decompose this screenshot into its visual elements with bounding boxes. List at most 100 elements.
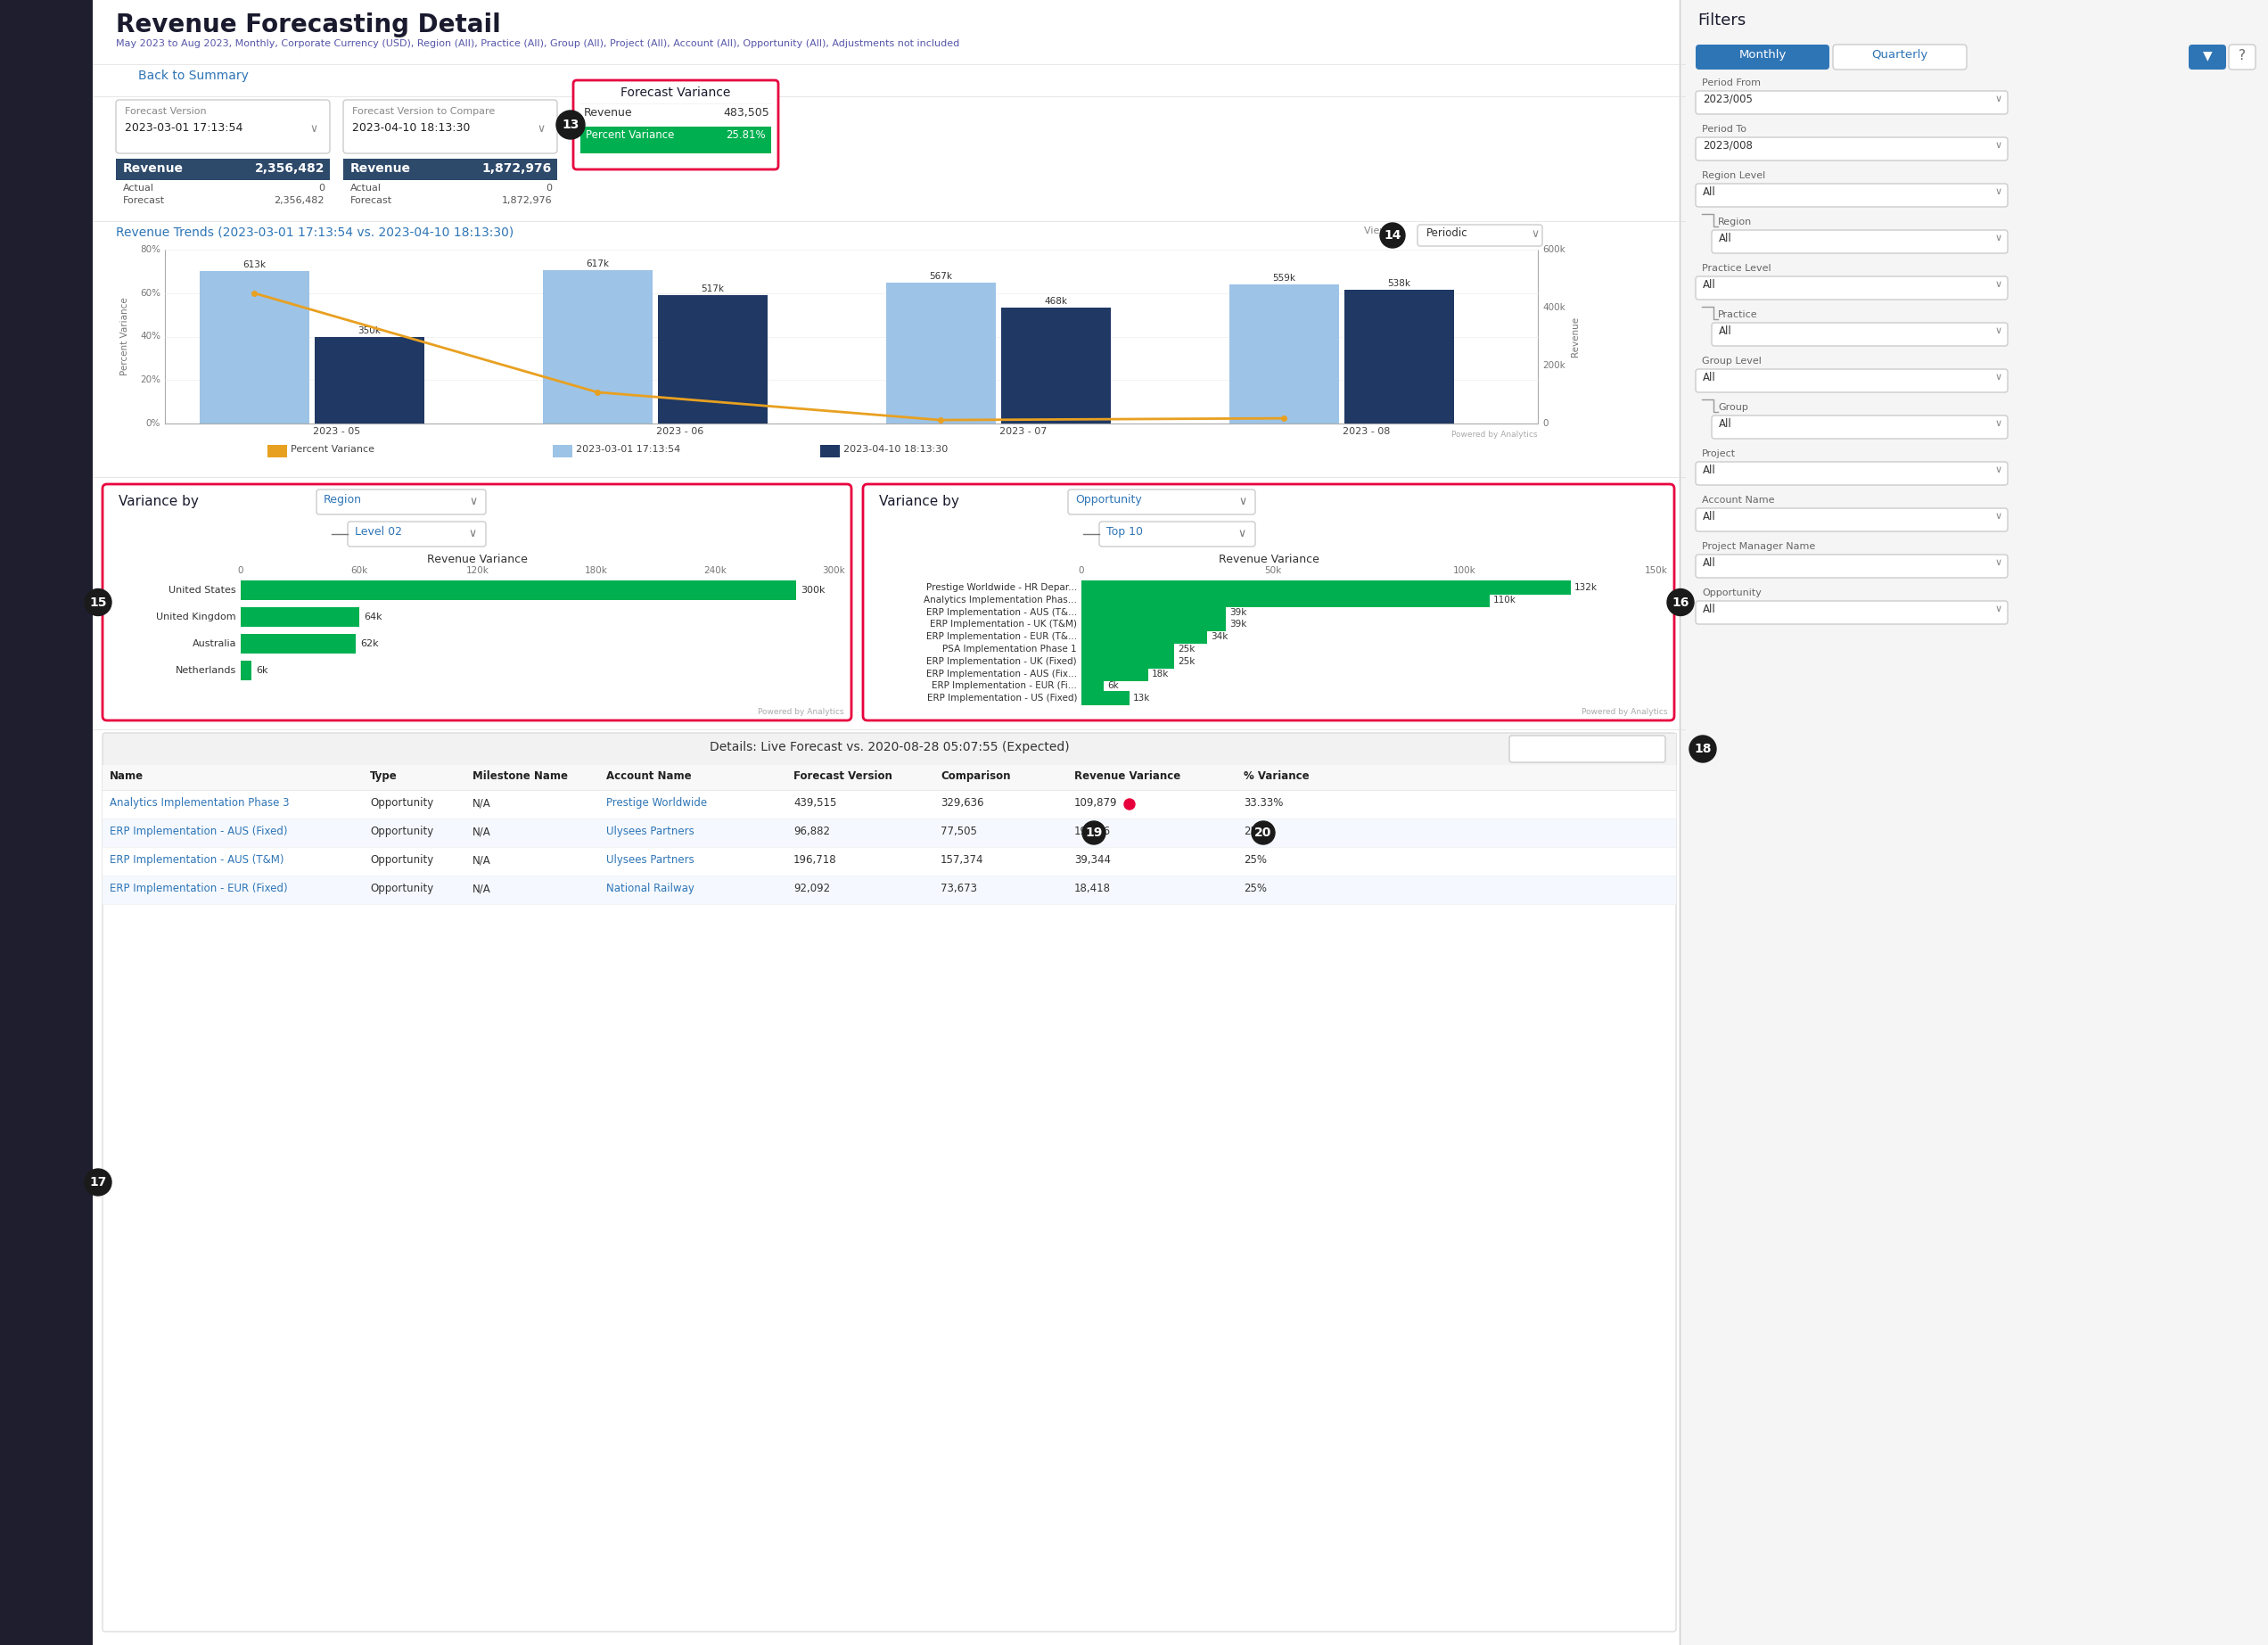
Text: 617k: 617k — [585, 260, 610, 268]
Text: ∨: ∨ — [1996, 326, 2003, 336]
FancyBboxPatch shape — [2229, 44, 2254, 69]
Circle shape — [84, 1170, 111, 1196]
Text: Level 02: Level 02 — [354, 526, 401, 538]
FancyBboxPatch shape — [1696, 184, 2007, 207]
Text: ERP Implementation - AUS (Fix...: ERP Implementation - AUS (Fix... — [925, 670, 1077, 678]
Text: 439,515: 439,515 — [794, 798, 837, 809]
Text: All: All — [1703, 512, 1717, 523]
Text: 25k: 25k — [1177, 645, 1195, 653]
Text: Account Name: Account Name — [1701, 495, 1774, 505]
Text: Prestige Worldwide - HR Depar...: Prestige Worldwide - HR Depar... — [925, 582, 1077, 592]
Text: ∨: ∨ — [1653, 745, 1660, 753]
Text: Group Level: Group Level — [1701, 357, 1762, 365]
Bar — [342, 158, 558, 179]
Text: 17: 17 — [88, 1176, 107, 1188]
Text: Revenue: Revenue — [1572, 316, 1581, 357]
Text: All: All — [1703, 186, 1717, 197]
Text: ERP Implementation - EUR (Fi...: ERP Implementation - EUR (Fi... — [932, 681, 1077, 691]
Bar — [1082, 592, 1490, 607]
Text: Top 10: Top 10 — [1107, 526, 1143, 538]
Text: 400k: 400k — [1542, 303, 1565, 313]
Text: Hidden: Hidden — [1517, 750, 1549, 758]
Text: 109,879: 109,879 — [1075, 798, 1118, 809]
Text: 13: 13 — [562, 118, 578, 132]
Circle shape — [1379, 224, 1404, 248]
Text: Powered by Analytics: Powered by Analytics — [1581, 707, 1667, 716]
Text: 40%: 40% — [141, 332, 161, 341]
Text: ∨: ∨ — [1996, 604, 2003, 614]
Bar — [102, 819, 1676, 847]
Circle shape — [1125, 799, 1134, 809]
Text: ERP Implementation - UK (T&M): ERP Implementation - UK (T&M) — [930, 620, 1077, 628]
Text: 0: 0 — [238, 566, 243, 576]
FancyBboxPatch shape — [318, 490, 485, 515]
Text: 2023/008: 2023/008 — [1703, 140, 1753, 151]
Text: Analytics Implementation Phas...: Analytics Implementation Phas... — [923, 595, 1077, 604]
Text: N/A: N/A — [472, 883, 490, 895]
Text: Percent Variance: Percent Variance — [585, 130, 674, 141]
Text: Actual: Actual — [122, 184, 154, 192]
Text: Period From: Period From — [1701, 79, 1760, 87]
Text: 2023/005: 2023/005 — [1703, 94, 1753, 105]
FancyBboxPatch shape — [1696, 462, 2007, 485]
Text: All: All — [1719, 232, 1733, 245]
Text: Netherlands: Netherlands — [175, 666, 236, 674]
Circle shape — [1082, 821, 1105, 844]
Text: Opportunity: Opportunity — [370, 826, 433, 837]
FancyBboxPatch shape — [1833, 44, 1966, 69]
Text: ?: ? — [2239, 49, 2245, 63]
Text: Opportunity: Opportunity — [1075, 494, 1141, 505]
Text: All: All — [1719, 418, 1733, 429]
Bar — [240, 661, 252, 681]
Text: ERP Implementation - EUR (T&...: ERP Implementation - EUR (T&... — [925, 632, 1077, 642]
Text: All: All — [1703, 464, 1717, 475]
Bar — [1082, 617, 1227, 632]
Text: Revenue Variance: Revenue Variance — [1075, 770, 1182, 781]
Text: 34k: 34k — [1211, 632, 1229, 642]
Bar — [315, 337, 424, 423]
Text: Opportunity: Opportunity — [370, 854, 433, 865]
Text: 14: 14 — [1383, 229, 1402, 242]
Text: ∨: ∨ — [538, 123, 544, 135]
Bar — [102, 734, 1676, 765]
Text: ∨: ∨ — [1238, 495, 1247, 507]
FancyBboxPatch shape — [342, 100, 558, 153]
Text: 2023-03-01 17:13:54: 2023-03-01 17:13:54 — [576, 444, 680, 454]
Text: 196,718: 196,718 — [794, 854, 837, 865]
Text: 2023 - 05: 2023 - 05 — [313, 428, 361, 436]
Text: May 2023 to Aug 2023, Monthly, Corporate Currency (USD), Region (All), Practice : May 2023 to Aug 2023, Monthly, Corporate… — [116, 39, 959, 48]
Text: Actual: Actual — [349, 184, 381, 192]
Text: 300k: 300k — [821, 566, 846, 576]
Text: ∨: ∨ — [1238, 528, 1245, 540]
FancyBboxPatch shape — [1508, 735, 1665, 762]
Text: 25.81%: 25.81% — [726, 130, 767, 141]
Text: All: All — [1703, 372, 1717, 383]
Text: 39k: 39k — [1229, 607, 1247, 617]
Text: 350k: 350k — [358, 326, 381, 336]
FancyBboxPatch shape — [1712, 322, 2007, 345]
Text: Forecast Version to Compare: Forecast Version to Compare — [352, 107, 494, 115]
Text: Ulysees Partners: Ulysees Partners — [606, 826, 694, 837]
Text: United Kingdom: United Kingdom — [156, 612, 236, 622]
Text: Revenue: Revenue — [349, 163, 411, 174]
Text: 19: 19 — [1086, 826, 1102, 839]
Bar — [102, 790, 1676, 819]
Text: 0: 0 — [1080, 566, 1084, 576]
Text: Period To: Period To — [1701, 125, 1746, 133]
Text: 6k: 6k — [1107, 681, 1118, 691]
Text: 2023 - 08: 2023 - 08 — [1343, 428, 1390, 436]
Text: % Variance: % Variance — [1243, 770, 1309, 781]
Bar — [1082, 630, 1207, 643]
Text: 62k: 62k — [361, 640, 379, 648]
Text: Group: Group — [1717, 403, 1749, 411]
Text: Practice Level: Practice Level — [1701, 263, 1771, 273]
Text: 468k: 468k — [1043, 296, 1068, 306]
Text: Filters: Filters — [1696, 13, 1746, 28]
FancyBboxPatch shape — [102, 484, 851, 721]
Text: 0: 0 — [1542, 419, 1549, 428]
Text: 96,882: 96,882 — [794, 826, 830, 837]
Text: 300k: 300k — [801, 586, 826, 595]
FancyBboxPatch shape — [116, 100, 329, 153]
Text: 16: 16 — [1672, 595, 1690, 609]
Text: Revenue: Revenue — [583, 107, 633, 118]
